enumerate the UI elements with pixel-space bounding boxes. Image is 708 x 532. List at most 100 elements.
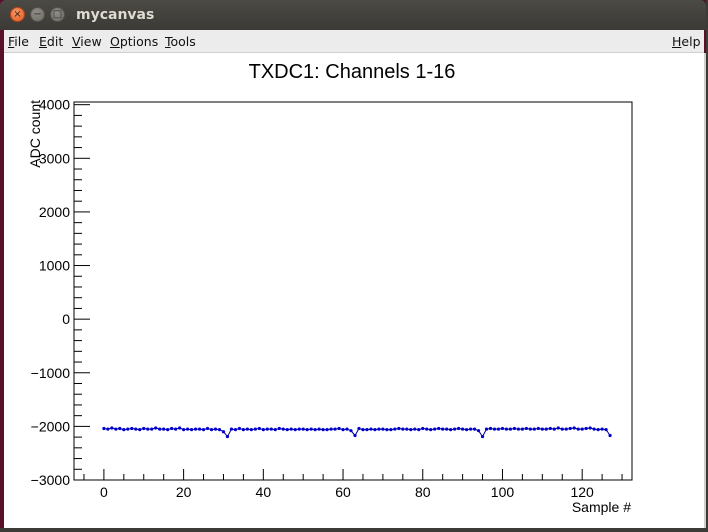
data-point bbox=[528, 427, 532, 431]
data-point bbox=[142, 426, 146, 431]
data-point bbox=[221, 430, 226, 434]
data-point bbox=[154, 426, 158, 430]
x-tick-label: 0 bbox=[100, 484, 108, 500]
data-point bbox=[146, 427, 150, 431]
data-point bbox=[297, 427, 301, 431]
data-point bbox=[337, 426, 341, 431]
data-point bbox=[433, 427, 437, 431]
data-point bbox=[162, 427, 166, 431]
data-point bbox=[592, 427, 596, 431]
data-point bbox=[341, 428, 345, 432]
data-point bbox=[118, 426, 122, 431]
minimize-window-button[interactable]: − bbox=[30, 7, 45, 22]
data-point bbox=[174, 427, 178, 431]
data-point bbox=[301, 427, 305, 431]
data-point bbox=[429, 428, 433, 432]
data-point bbox=[361, 428, 365, 432]
data-point bbox=[437, 426, 441, 431]
data-point bbox=[480, 434, 485, 439]
data-point bbox=[413, 427, 417, 431]
menu-view[interactable]: View bbox=[72, 34, 102, 49]
data-point bbox=[317, 427, 321, 431]
data-point bbox=[281, 427, 285, 431]
menu-help[interactable]: Help bbox=[672, 34, 701, 49]
plot-canvas[interactable]: TXDC1: Channels 1-16 −3000 −2000 −1000 0 100… bbox=[4, 53, 704, 528]
chart[interactable]: TXDC1: Channels 1-16 −3000 −2000 −1000 0 100… bbox=[4, 53, 704, 528]
maximize-window-button[interactable]: □ bbox=[50, 7, 65, 22]
data-point bbox=[277, 426, 281, 431]
data-point bbox=[365, 428, 369, 432]
data-point bbox=[401, 427, 405, 431]
data-point bbox=[512, 426, 517, 431]
menu-file[interactable]: File bbox=[8, 34, 29, 49]
data-point bbox=[425, 427, 429, 431]
data-point bbox=[178, 426, 182, 430]
data-point bbox=[269, 427, 273, 431]
data-point bbox=[170, 426, 174, 431]
data-point bbox=[305, 428, 309, 432]
data-point bbox=[381, 427, 385, 431]
data-point bbox=[313, 428, 317, 432]
data-point bbox=[588, 426, 592, 430]
data-point bbox=[468, 427, 473, 431]
data-point bbox=[556, 426, 560, 430]
data-point bbox=[536, 426, 540, 431]
data-point bbox=[560, 427, 564, 431]
data-point bbox=[496, 427, 501, 431]
menu-help-hotkey: H bbox=[672, 34, 682, 49]
data-point bbox=[508, 427, 513, 431]
data-point bbox=[393, 427, 397, 431]
y-tick-label: −3000 bbox=[31, 472, 71, 488]
data-point bbox=[564, 427, 568, 431]
data-point bbox=[138, 428, 142, 432]
menu-edit[interactable]: Edit bbox=[39, 34, 63, 49]
data-point bbox=[584, 426, 588, 431]
window-border bbox=[704, 53, 706, 528]
window-titlebar[interactable]: × − □ mycanvas bbox=[0, 0, 706, 30]
data-point bbox=[309, 427, 313, 431]
menu-tools[interactable]: Tools bbox=[165, 34, 196, 49]
plot-frame bbox=[73, 101, 633, 481]
data-point bbox=[476, 429, 481, 433]
data-point bbox=[333, 427, 337, 431]
close-window-button[interactable]: × bbox=[10, 7, 25, 22]
data-point bbox=[349, 429, 353, 433]
data-point bbox=[126, 427, 130, 431]
data-point bbox=[205, 426, 210, 431]
x-tick-label: 40 bbox=[256, 484, 272, 500]
data-point bbox=[293, 428, 297, 432]
data-point bbox=[576, 427, 580, 431]
data-point bbox=[182, 428, 186, 432]
data-point bbox=[397, 426, 401, 431]
data-point bbox=[353, 433, 357, 438]
menu-file-hotkey: F bbox=[8, 34, 15, 49]
data-point bbox=[217, 428, 222, 432]
data-point bbox=[122, 428, 126, 432]
menu-options[interactable]: Options bbox=[110, 34, 158, 49]
x-tick-label: 100 bbox=[491, 484, 515, 500]
data-point bbox=[201, 428, 206, 432]
data-point bbox=[453, 427, 457, 431]
data-point bbox=[461, 427, 465, 431]
menu-edit-label: dit bbox=[46, 34, 64, 49]
data-point bbox=[273, 428, 277, 432]
data-point bbox=[106, 427, 110, 431]
data-point bbox=[540, 427, 544, 431]
y-tick-label: −2000 bbox=[31, 418, 71, 434]
data-point bbox=[596, 428, 600, 432]
menu-help-label: elp bbox=[681, 34, 701, 49]
data-point bbox=[544, 427, 548, 431]
data-point bbox=[158, 427, 162, 431]
data-point bbox=[285, 428, 289, 432]
y-tick-label: 4000 bbox=[39, 97, 70, 113]
menu-view-label: iew bbox=[80, 34, 102, 49]
data-point bbox=[464, 428, 469, 432]
data-point bbox=[329, 427, 333, 431]
data-point bbox=[229, 427, 234, 431]
data-point bbox=[321, 428, 325, 432]
data-point bbox=[185, 427, 190, 431]
menu-options-label: ptions bbox=[119, 34, 159, 49]
data-point bbox=[492, 427, 497, 431]
maximize-icon: □ bbox=[52, 8, 63, 20]
data-point bbox=[377, 427, 381, 431]
